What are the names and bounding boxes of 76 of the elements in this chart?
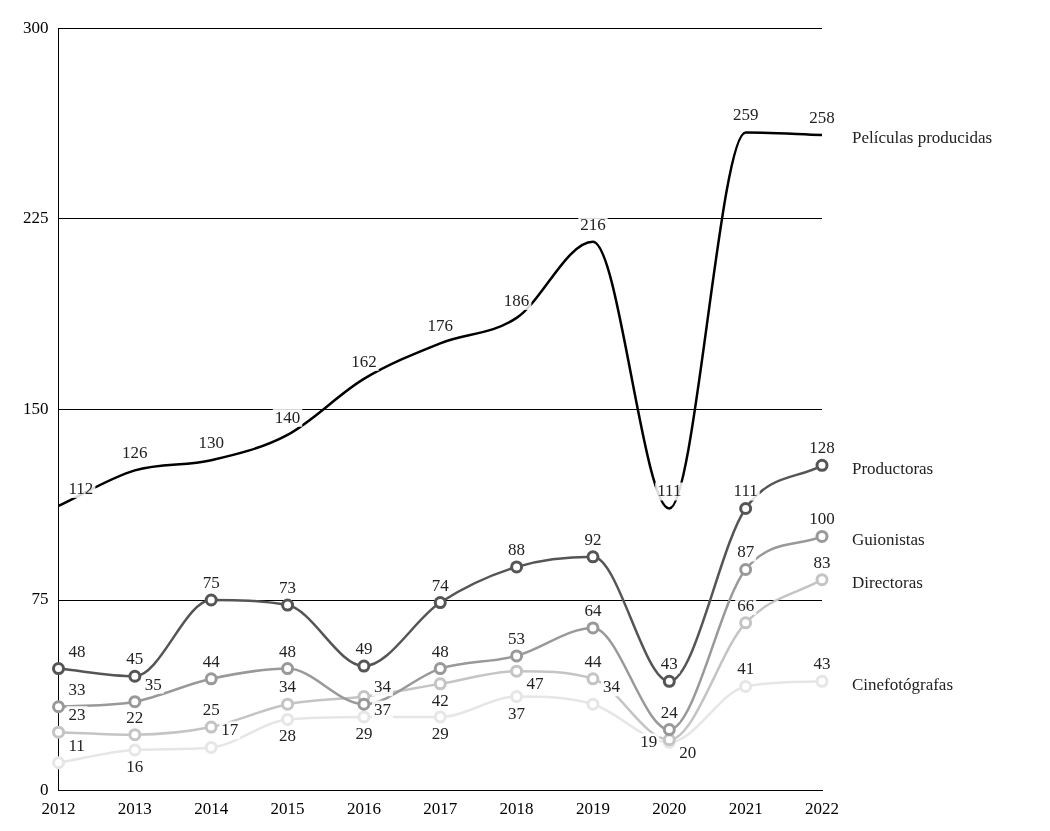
data-label: 53 (508, 628, 526, 648)
data-label: 34 (602, 677, 621, 697)
x-tick-label: 2020 (652, 799, 687, 819)
data-label: 35 (144, 674, 162, 694)
data-label: 25 (202, 700, 220, 720)
data-label: 126 (122, 443, 148, 463)
data-label: 73 (279, 578, 297, 598)
data-label: 24 (660, 702, 679, 722)
data-label: 37 (373, 699, 392, 719)
data-label: 28 (279, 726, 297, 746)
data-label: 29 (355, 723, 373, 743)
data-label: 48 (68, 641, 86, 661)
data-label: 111 (657, 481, 682, 501)
data-label: 34 (373, 677, 392, 697)
data-label: 43 (660, 654, 678, 674)
data-label: 23 (68, 705, 86, 725)
data-label: 111 (733, 481, 758, 501)
data-label: 11 (68, 735, 85, 755)
x-tick-label: 2021 (728, 799, 763, 819)
x-tick-label: 2012 (41, 799, 76, 819)
x-tick-label: 2013 (117, 799, 152, 819)
y-tick-label: 225 (23, 208, 49, 228)
data-label: 64 (584, 600, 602, 620)
data-label: 176 (427, 316, 453, 336)
y-tick-label: 300 (23, 17, 49, 37)
data-label: 88 (508, 539, 526, 559)
data-label: 48 (279, 641, 297, 661)
data-label: 75 (202, 572, 220, 592)
data-label: 29 (431, 723, 449, 743)
y-tick-label: 150 (23, 398, 49, 418)
data-label: 259 (732, 105, 759, 125)
series-label: Productoras (852, 458, 934, 478)
x-tick-label: 2014 (194, 799, 229, 819)
data-label: 47 (526, 674, 545, 694)
x-tick-label: 2019 (575, 799, 610, 819)
data-label: 19 (640, 732, 658, 752)
x-tick-label: 2018 (499, 799, 534, 819)
data-label: 17 (221, 720, 239, 740)
data-label: 49 (355, 639, 373, 659)
series-label: Cinefotógrafas (852, 674, 954, 694)
data-label: 112 (68, 478, 94, 498)
data-label: 83 (813, 552, 831, 572)
data-label: 45 (126, 649, 144, 669)
data-label: 43 (813, 654, 831, 674)
x-tick-label: 2017 (423, 799, 458, 819)
data-label: 186 (503, 290, 530, 310)
data-label: 42 (431, 690, 449, 710)
data-label: 162 (351, 351, 377, 371)
data-label: 216 (580, 214, 606, 234)
data-label: 92 (584, 529, 602, 549)
data-label: 87 (737, 542, 755, 562)
data-label: 48 (431, 641, 449, 661)
data-label: 34 (279, 677, 297, 697)
data-label: 16 (126, 756, 144, 776)
data-label: 37 (508, 703, 526, 723)
data-label: 100 (809, 509, 835, 529)
data-label: 44 (584, 651, 602, 671)
series-label: Directoras (852, 573, 923, 593)
data-label: 33 (68, 679, 86, 699)
data-label: 20 (679, 742, 697, 762)
x-tick-label: 2022 (805, 799, 839, 819)
data-label: 140 (274, 407, 301, 427)
data-label: 128 (809, 438, 835, 458)
series-label: Guionistas (852, 529, 925, 549)
data-label: 22 (126, 707, 144, 727)
y-tick-label: 0 (40, 780, 49, 800)
x-tick-label: 2016 (346, 799, 381, 819)
data-label: 66 (737, 595, 755, 615)
data-label: 130 (198, 433, 224, 453)
series-label: Películas producidas (852, 128, 993, 148)
y-tick-label: 75 (31, 589, 49, 609)
data-label: 41 (737, 659, 755, 679)
data-label: 74 (431, 575, 450, 595)
x-tick-label: 2015 (270, 799, 305, 819)
data-label: 258 (809, 107, 835, 127)
data-label: 44 (202, 651, 221, 671)
